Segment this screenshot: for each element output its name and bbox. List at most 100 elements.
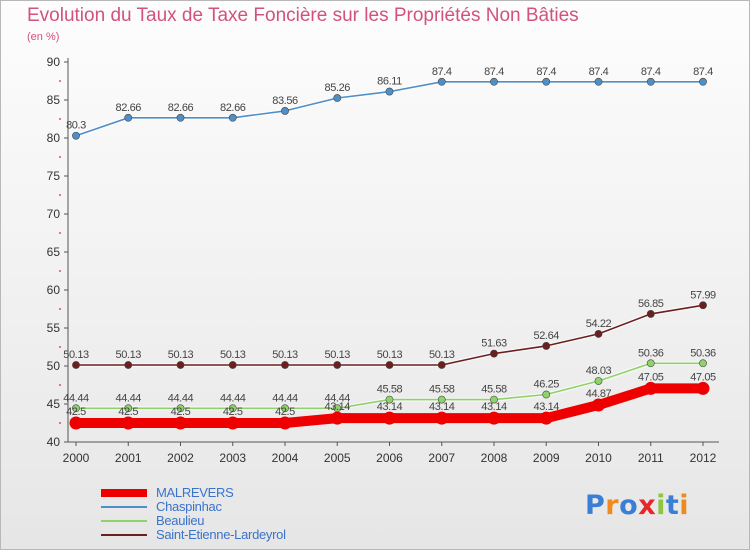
data-point-beaulieu-2006	[385, 395, 394, 404]
data-label-malrevers-2010: 44.87	[586, 388, 612, 400]
data-point-beaulieu-2010	[594, 377, 603, 385]
y-tick-label-85: 85	[47, 93, 61, 107]
data-label-saint-etienne-lardeyrol-2003: 50.13	[220, 349, 246, 361]
data-label-chaspinhac-2009: 87.4	[536, 66, 556, 78]
data-point-saint-etienne-lardeyrol-2000	[72, 361, 80, 369]
legend-label-beaulieu: Beaulieu	[156, 513, 205, 528]
data-point-chaspinhac-2004	[281, 107, 289, 115]
legend-swatch-beaulieu	[101, 520, 147, 522]
legend-swatch-chaspinhac	[101, 506, 147, 508]
logo-letter: i	[656, 490, 666, 521]
data-label-malrevers-2005: 43.14	[324, 401, 350, 413]
data-point-beaulieu-2004	[281, 404, 289, 413]
data-label-saint-etienne-lardeyrol-2005: 50.13	[324, 349, 350, 361]
data-label-saint-etienne-lardeyrol-2006: 50.13	[377, 349, 403, 361]
data-label-beaulieu-2009: 46.25	[533, 379, 559, 391]
data-point-beaulieu-2007	[437, 395, 446, 404]
y-tick-label-45: 45	[47, 397, 61, 411]
data-label-beaulieu-2000: 44.44	[63, 392, 89, 404]
data-point-chaspinhac-2000	[72, 131, 80, 140]
data-label-beaulieu-2007: 45.58	[429, 384, 455, 396]
data-point-beaulieu-2009	[542, 390, 551, 399]
y-tick-label-90: 90	[47, 55, 61, 69]
data-point-chaspinhac-2012	[699, 77, 707, 86]
data-point-saint-etienne-lardeyrol-2005	[333, 361, 342, 369]
y-tick-label-55: 55	[47, 321, 61, 335]
data-label-saint-etienne-lardeyrol-2012: 57.99	[690, 289, 716, 301]
data-point-saint-etienne-lardeyrol-2010	[594, 330, 603, 338]
data-point-beaulieu-2012	[699, 359, 707, 368]
data-point-saint-etienne-lardeyrol-2006	[385, 361, 394, 369]
data-point-malrevers-2002	[174, 416, 187, 430]
data-point-chaspinhac-2008	[490, 77, 498, 86]
data-label-beaulieu-2002: 44.44	[168, 392, 194, 404]
data-point-malrevers-2005	[330, 411, 344, 425]
data-label-chaspinhac-2002: 82.66	[168, 102, 194, 114]
data-label-chaspinhac-2001: 82.66	[115, 102, 141, 114]
data-point-saint-etienne-lardeyrol-2002	[176, 361, 185, 369]
data-label-beaulieu-2008: 45.58	[481, 384, 507, 396]
logo-letter: o	[619, 490, 639, 521]
data-point-saint-etienne-lardeyrol-2001	[124, 361, 133, 369]
data-point-saint-etienne-lardeyrol-2007	[437, 361, 446, 369]
x-tick-label-2003: 2003	[219, 451, 246, 465]
data-label-malrevers-2008: 43.14	[481, 401, 507, 413]
data-point-malrevers-2009	[539, 411, 553, 425]
data-label-chaspinhac-2006: 86.11	[377, 76, 402, 88]
data-point-beaulieu-2011	[646, 359, 655, 368]
data-point-chaspinhac-2005	[333, 94, 342, 102]
data-point-beaulieu-2008	[490, 395, 498, 404]
data-label-beaulieu-2010: 48.03	[586, 365, 612, 377]
y-tick-label-65: 65	[47, 245, 61, 259]
x-tick-label-2011: 2011	[638, 451, 664, 465]
chart-title: Evolution du Taux de Taxe Foncière sur l…	[27, 5, 579, 26]
data-point-beaulieu-2003	[228, 404, 237, 413]
data-point-malrevers-2011	[644, 381, 658, 395]
data-label-malrevers-2004: 42.5	[275, 406, 295, 418]
data-label-beaulieu-2001: 44.44	[115, 392, 141, 404]
data-point-beaulieu-2002	[176, 404, 185, 413]
data-label-beaulieu-2012: 50.36	[690, 347, 716, 359]
data-label-chaspinhac-2010: 87.4	[589, 66, 609, 78]
y-tick-label-40: 40	[47, 435, 61, 449]
data-point-malrevers-2012	[696, 381, 710, 395]
legend-label-saint-etienne-lardeyrol: Saint-Etienne-Lardeyrol	[156, 527, 286, 542]
data-point-malrevers-2007	[435, 411, 449, 425]
x-tick-label-2004: 2004	[272, 451, 299, 465]
y-tick-label-60: 60	[47, 283, 61, 297]
data-label-chaspinhac-2007: 87.4	[432, 66, 452, 78]
data-point-saint-etienne-lardeyrol-2008	[490, 349, 498, 358]
x-tick-label-2000: 2000	[63, 451, 90, 465]
data-label-malrevers-2012: 47.05	[690, 371, 716, 383]
data-label-saint-etienne-lardeyrol-2000: 50.13	[63, 349, 89, 361]
data-label-malrevers-2006: 43.14	[377, 401, 403, 413]
data-label-saint-etienne-lardeyrol-2009: 52.64	[533, 330, 559, 342]
x-tick-label-2009: 2009	[533, 451, 560, 465]
data-label-malrevers-2000: 42.5	[66, 406, 86, 418]
data-point-chaspinhac-2011	[646, 77, 655, 86]
logo-letter: i	[679, 490, 690, 521]
x-tick-label-2006: 2006	[376, 451, 403, 465]
data-point-malrevers-2001	[121, 416, 135, 430]
data-label-saint-etienne-lardeyrol-2004: 50.13	[272, 349, 298, 361]
y-tick-label-80: 80	[47, 131, 61, 145]
data-point-chaspinhac-2003	[228, 113, 237, 122]
y-tick-label-75: 75	[47, 169, 61, 183]
data-label-malrevers-2009: 43.14	[533, 401, 559, 413]
data-label-chaspinhac-2012: 87.4	[693, 66, 713, 78]
data-point-malrevers-2000	[69, 416, 83, 430]
data-point-saint-etienne-lardeyrol-2003	[228, 361, 237, 369]
data-point-malrevers-2004	[278, 416, 292, 430]
x-tick-label-2008: 2008	[481, 451, 508, 465]
data-label-beaulieu-2004: 44.44	[272, 392, 298, 404]
logo-letter: x	[638, 490, 657, 521]
data-label-chaspinhac-2003: 82.66	[220, 102, 246, 114]
x-tick-label-2007: 2007	[428, 451, 455, 465]
data-point-chaspinhac-2001	[124, 113, 133, 122]
y-tick-label-70: 70	[47, 207, 61, 221]
data-label-malrevers-2001: 42.5	[118, 406, 138, 418]
x-tick-label-2012: 2012	[690, 451, 717, 465]
data-label-malrevers-2003: 42.5	[223, 406, 243, 418]
